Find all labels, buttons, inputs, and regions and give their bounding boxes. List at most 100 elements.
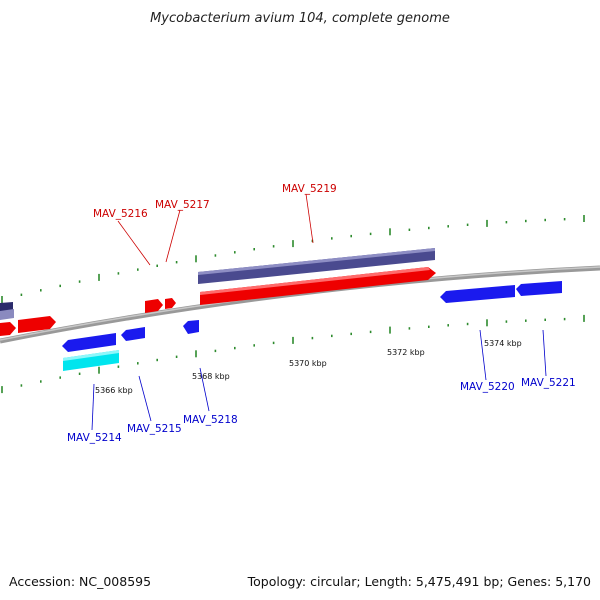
outer-tick-mark	[175, 261, 178, 264]
gene-arrow-mav5221[interactable]	[516, 281, 562, 296]
gene-arrow-mav5217[interactable]	[165, 298, 176, 309]
map-title: Mycobacterium avium 104, complete genome	[150, 11, 450, 26]
gene-labels: MAV_5216 MAV_5217 MAV_5219 MAV_5214 MAV_…	[67, 183, 576, 444]
inner-tick-mark	[214, 349, 217, 353]
inner-tick-mark	[195, 350, 197, 358]
outer-tick-mark	[331, 237, 333, 240]
outer-tick-mark	[20, 293, 23, 296]
gene-arrow-mav5213[interactable]	[18, 316, 56, 333]
outer-tick-mark	[486, 219, 488, 227]
gene-arrow-mav5220[interactable]	[440, 285, 515, 303]
gene-label-mav5221[interactable]: MAV_5221	[521, 377, 576, 389]
inner-tick-mark	[156, 358, 158, 362]
outer-tick-mark	[408, 228, 411, 231]
gene-label-mav5218[interactable]: MAV_5218	[183, 414, 238, 426]
outer-tick-mark	[1, 296, 3, 303]
outer-tick-mark	[156, 264, 158, 267]
outer-tick-mark	[272, 245, 275, 248]
inner-tick-mark	[369, 330, 372, 334]
outer-tick-mark	[59, 284, 61, 288]
inner-tick-mark	[292, 336, 294, 344]
inner-tick-mark	[175, 355, 178, 358]
outer-tick-mark	[369, 232, 372, 236]
gene-label-leaders	[91, 193, 547, 431]
outer-tick-mark	[350, 234, 352, 238]
outer-tick-mark	[40, 289, 42, 292]
forward-cds-track	[0, 248, 435, 320]
forward-cds-left-fragment-lower[interactable]	[0, 309, 14, 320]
inner-tick-mark	[40, 380, 42, 383]
tick-label-5368: 5368 kbp	[192, 372, 230, 381]
reverse-cds-mav5214[interactable]	[63, 350, 119, 371]
inner-tick-mark	[20, 384, 23, 387]
accession-text: Accession: NC_008595	[9, 574, 151, 589]
tick-labels: 5366 kbp 5368 kbp 5370 kbp 5372 kbp 5374…	[95, 339, 522, 395]
outer-tick-mark	[195, 255, 197, 263]
outer-tick-mark	[78, 280, 81, 283]
inner-tick-mark	[389, 326, 391, 334]
inner-tick-mark	[447, 324, 449, 327]
inner-tick-mark	[117, 365, 120, 368]
gene-label-mav5220[interactable]: MAV_5220	[460, 381, 515, 393]
gene-label-mav5219[interactable]: MAV_5219	[282, 183, 337, 195]
gene-arrow-mav5219-highlight	[200, 267, 430, 295]
inner-tick-mark	[486, 319, 488, 327]
inner-tick-mark	[544, 318, 546, 321]
gene-arrow-mav5215[interactable]	[121, 327, 145, 341]
inner-tick-mark	[350, 332, 352, 336]
gene-arrow-mav5218[interactable]	[183, 320, 199, 334]
genome-backbone	[0, 265, 600, 344]
gene-label-mav5217[interactable]: MAV_5217	[155, 199, 210, 211]
outer-tick-mark	[214, 254, 217, 257]
reverse-gene-track	[62, 281, 562, 352]
inner-tick-mark	[525, 319, 527, 322]
gene-label-mav5216[interactable]: MAV_5216	[93, 208, 148, 220]
inner-tick-mark	[78, 372, 81, 375]
inner-tick-mark	[466, 322, 469, 326]
gene-arrow-mav5214[interactable]	[62, 333, 116, 352]
outer-tick-mark	[137, 268, 139, 271]
outer-tick-mark	[544, 218, 546, 222]
inner-tick-mark	[137, 362, 139, 365]
forward-gene-track	[0, 267, 436, 336]
outer-tick-mark	[117, 272, 120, 275]
outer-tick-mark	[563, 218, 566, 221]
gene-label-mav5214[interactable]: MAV_5214	[67, 432, 122, 444]
genome-summary-text: Topology: circular; Length: 5,475,491 bp…	[247, 574, 591, 589]
inner-tick-mark	[59, 376, 61, 379]
gene-label-mav5215[interactable]: MAV_5215	[127, 423, 182, 435]
outer-tick-mark	[525, 219, 527, 223]
tick-label-5374: 5374 kbp	[484, 339, 522, 348]
inner-tick-mark	[408, 327, 411, 330]
reverse-cds-track	[63, 350, 119, 371]
outer-tick-mark	[234, 251, 236, 254]
inner-tick-mark	[234, 346, 236, 350]
inner-tick-mark	[563, 317, 566, 321]
outer-tick-mark	[466, 223, 469, 226]
forward-cds-left-fragment[interactable]	[0, 302, 13, 312]
tick-label-5372: 5372 kbp	[387, 348, 425, 357]
inner-tick-mark	[272, 341, 275, 345]
inner-tick-mark	[253, 344, 255, 347]
gene-arrow-left-edge[interactable]	[0, 322, 16, 336]
gene-arrow-mav5219[interactable]	[200, 267, 436, 305]
inner-tick-mark	[1, 386, 3, 394]
tick-label-5370: 5370 kbp	[289, 359, 327, 368]
outer-tick-mark	[428, 226, 430, 230]
forward-cds-mav5219-top	[198, 248, 435, 275]
outer-tick-mark	[292, 240, 294, 248]
gene-arrow-mav5216[interactable]	[145, 299, 163, 313]
inner-tick-mark	[311, 336, 314, 340]
inner-tick-mark	[98, 366, 100, 374]
inner-tick-mark	[583, 314, 585, 322]
outer-tick-mark	[447, 225, 449, 228]
reverse-cds-mav5214-top	[63, 350, 119, 361]
outer-tick-mark	[98, 273, 100, 281]
outer-tick-mark	[253, 248, 255, 251]
tick-ring-inner	[1, 314, 585, 394]
inner-tick-mark	[428, 325, 430, 328]
inner-tick-mark	[505, 320, 508, 323]
tick-label-5366: 5366 kbp	[95, 386, 133, 395]
outer-tick-mark	[583, 215, 585, 222]
